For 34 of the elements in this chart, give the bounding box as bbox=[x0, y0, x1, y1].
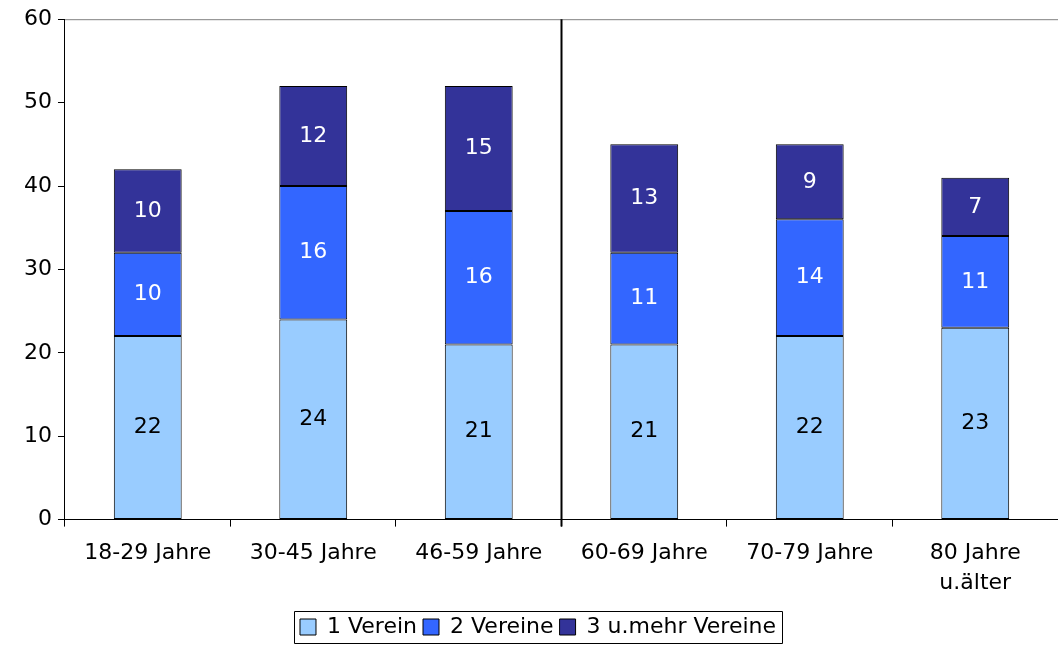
x-tick-label: 46-59 Jahre bbox=[415, 539, 543, 565]
data-label: 21 bbox=[630, 417, 659, 443]
data-label: 16 bbox=[464, 263, 493, 289]
y-tick-label: 0 bbox=[37, 505, 52, 531]
x-tick-label: 18-29 Jahre bbox=[84, 539, 212, 565]
y-tick-label: 50 bbox=[23, 88, 52, 114]
data-label: 15 bbox=[464, 134, 493, 160]
y-tick-label: 30 bbox=[23, 255, 52, 281]
data-label: 7 bbox=[968, 192, 983, 218]
data-label: 22 bbox=[795, 413, 824, 439]
data-label: 9 bbox=[802, 167, 817, 193]
legend-label: 2 Vereine bbox=[450, 612, 554, 638]
data-label: 21 bbox=[464, 417, 493, 443]
x-tick-label: 80 Jahre u.älter bbox=[929, 539, 1021, 594]
x-tick-label: 70-79 Jahre bbox=[746, 539, 874, 565]
legend-label: 3 u.mehr Vereine bbox=[586, 612, 777, 638]
data-label: 10 bbox=[133, 196, 162, 222]
data-label: 12 bbox=[299, 121, 328, 147]
y-tick-label: 40 bbox=[23, 171, 52, 197]
data-label: 16 bbox=[299, 238, 328, 264]
data-label: 14 bbox=[795, 263, 824, 289]
y-tick-label: 20 bbox=[23, 338, 52, 364]
data-label: 11 bbox=[630, 284, 659, 310]
x-tick-label: 60-69 Jahre bbox=[580, 539, 708, 565]
data-label: 13 bbox=[630, 184, 659, 210]
data-label: 11 bbox=[961, 267, 990, 293]
y-tick-label: 60 bbox=[23, 4, 52, 30]
data-label: 24 bbox=[299, 404, 328, 430]
legend-label: 1 Verein bbox=[326, 612, 418, 638]
data-label: 22 bbox=[133, 413, 162, 439]
y-tick-label: 10 bbox=[23, 421, 52, 447]
data-label: 10 bbox=[133, 280, 162, 306]
data-label: 23 bbox=[961, 409, 990, 435]
x-tick-label: 30-45 Jahre bbox=[249, 539, 377, 565]
